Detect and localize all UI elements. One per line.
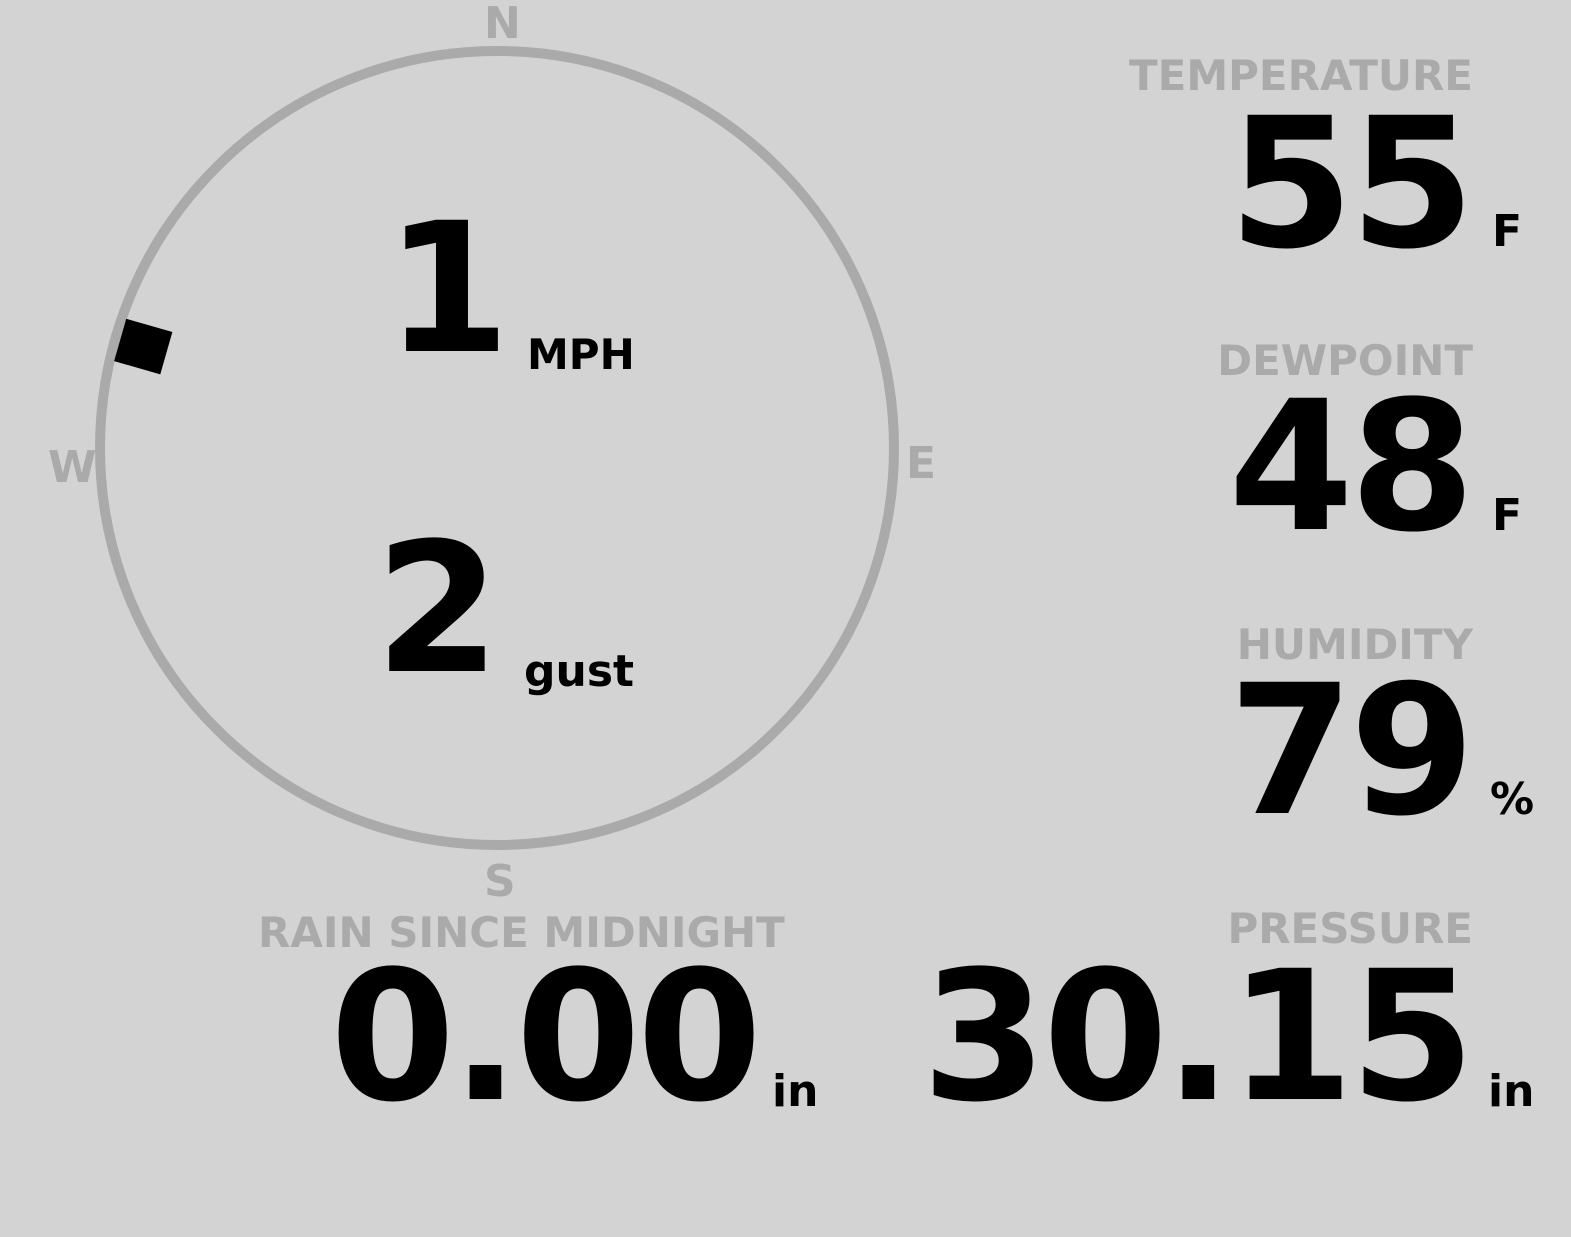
compass-east-label: E bbox=[906, 438, 937, 489]
dewpoint-value: 48 bbox=[1228, 363, 1475, 572]
wind-speed-value: 1 bbox=[385, 185, 510, 394]
compass-west-label: W bbox=[48, 442, 97, 493]
compass-north-label: N bbox=[484, 0, 521, 49]
wind-gust-value: 2 bbox=[375, 505, 500, 714]
rain-value: 0.00 bbox=[330, 933, 762, 1142]
rain-unit: in bbox=[772, 1066, 819, 1117]
wind-compass bbox=[95, 46, 899, 850]
humidity-unit: % bbox=[1490, 774, 1535, 825]
humidity-label: HUMIDITY bbox=[1236, 620, 1473, 669]
pressure-label: PRESSURE bbox=[1227, 904, 1473, 953]
rain-label: RAIN SINCE MIDNIGHT bbox=[258, 908, 785, 957]
temperature-unit: F bbox=[1492, 206, 1523, 257]
compass-ring bbox=[95, 46, 899, 850]
compass-south-label: S bbox=[484, 856, 516, 907]
wind-direction-marker bbox=[114, 318, 173, 375]
humidity-value: 79 bbox=[1228, 647, 1475, 856]
temperature-label: TEMPERATURE bbox=[1129, 51, 1473, 100]
dewpoint-unit: F bbox=[1492, 490, 1523, 541]
wind-gust-label: gust bbox=[524, 646, 635, 697]
dewpoint-label: DEWPOINT bbox=[1217, 336, 1473, 385]
pressure-unit: in bbox=[1488, 1066, 1535, 1117]
wind-speed-unit: MPH bbox=[527, 330, 635, 379]
pressure-value: 30.15 bbox=[921, 933, 1475, 1142]
temperature-value: 55 bbox=[1228, 80, 1475, 289]
